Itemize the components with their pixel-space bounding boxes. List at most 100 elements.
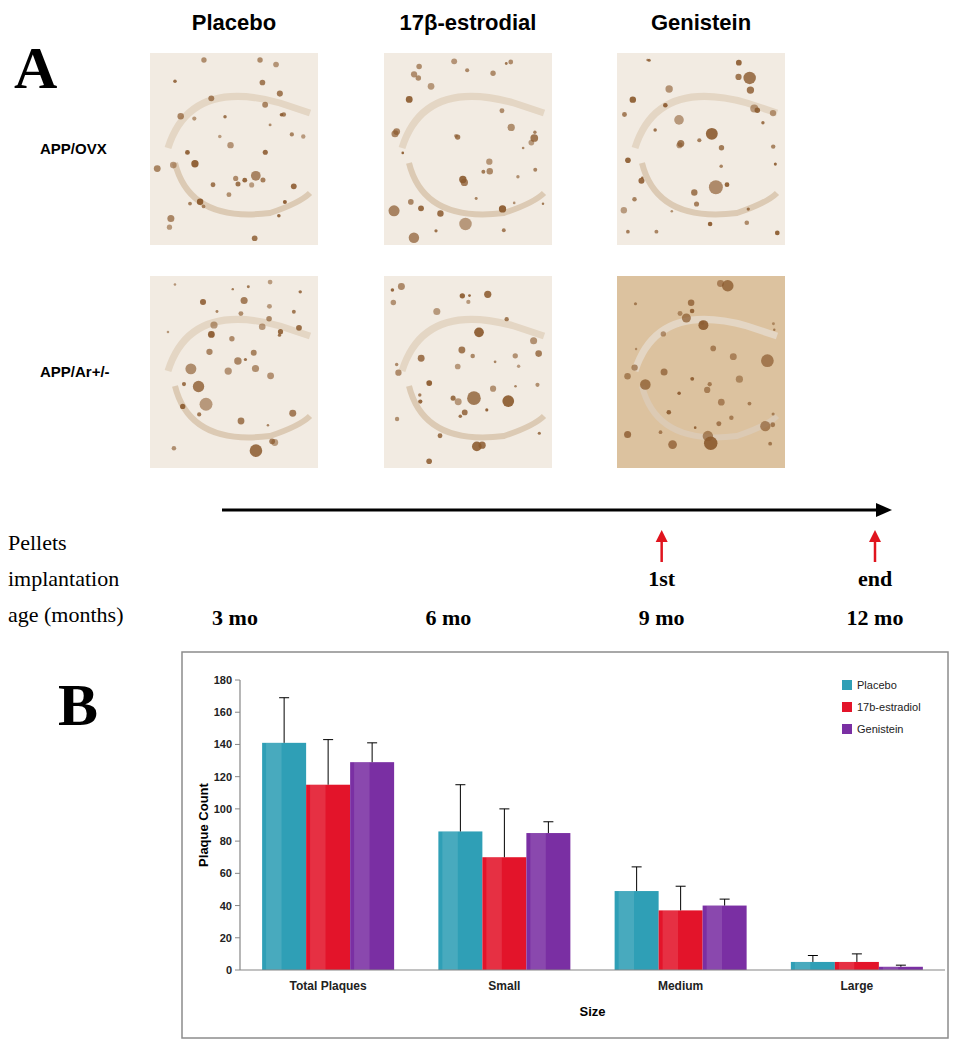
bar-highlight bbox=[707, 906, 722, 970]
bar bbox=[262, 743, 306, 970]
plaque-dot bbox=[743, 72, 755, 84]
plaque-dot bbox=[235, 182, 240, 187]
tissue-band bbox=[402, 96, 544, 148]
plaque-dot bbox=[229, 336, 234, 341]
plaque-dot bbox=[530, 337, 537, 344]
plaque-dot bbox=[755, 107, 760, 112]
plaque-dot bbox=[677, 392, 681, 396]
plaque-dot bbox=[474, 328, 484, 338]
plaque-dot bbox=[771, 144, 775, 148]
plaque-dot bbox=[665, 85, 672, 92]
plaque-dot bbox=[502, 395, 514, 407]
plaque-dot bbox=[760, 421, 770, 431]
plaque-dot bbox=[710, 346, 716, 352]
plaque-dot bbox=[691, 189, 697, 195]
plaque-dot bbox=[535, 383, 539, 387]
plaque-dot bbox=[460, 293, 465, 298]
plaque-dot bbox=[719, 145, 724, 150]
bar bbox=[438, 831, 482, 970]
plaque-dot bbox=[418, 399, 422, 403]
plaque-dot bbox=[671, 210, 674, 213]
error-bar bbox=[543, 822, 553, 833]
plaque-dot bbox=[211, 182, 216, 187]
tissue-band bbox=[642, 386, 777, 437]
plaque-dot bbox=[770, 110, 776, 116]
plaque-dot bbox=[233, 176, 238, 181]
plaque-dot bbox=[682, 313, 691, 322]
column-header: Placebo bbox=[192, 10, 276, 35]
bar-highlight bbox=[619, 891, 634, 970]
tissue-band bbox=[402, 319, 544, 371]
plaque-dot bbox=[744, 221, 749, 226]
plaque-dot bbox=[241, 297, 248, 304]
y-tick bbox=[235, 905, 240, 906]
bar bbox=[350, 762, 394, 970]
micrograph bbox=[384, 53, 552, 245]
plaque-dot bbox=[154, 165, 161, 172]
timeline-tick-label: 12 mo bbox=[847, 605, 904, 630]
bar bbox=[526, 833, 570, 970]
plaque-dot bbox=[661, 331, 666, 336]
y-tick bbox=[235, 680, 240, 681]
plaque-dot bbox=[277, 214, 281, 218]
plaque-dot bbox=[401, 152, 404, 155]
plaque-dot bbox=[210, 321, 217, 328]
plaque-dot bbox=[768, 442, 772, 446]
plaque-dot bbox=[729, 415, 733, 419]
plaque-dot bbox=[661, 368, 668, 375]
plaque-dot bbox=[484, 291, 491, 298]
y-tick-label: 60 bbox=[220, 867, 232, 879]
x-tick-label: Small bbox=[488, 979, 520, 993]
plaque-dot bbox=[522, 147, 525, 150]
plaque-dot bbox=[761, 354, 774, 367]
plaque-dot bbox=[252, 235, 258, 241]
timeline-axis bbox=[222, 509, 880, 512]
plaque-dot bbox=[736, 376, 743, 383]
plaque-dot bbox=[395, 370, 401, 376]
plaque-dot bbox=[481, 170, 485, 174]
tissue-band bbox=[168, 319, 310, 371]
bar-highlight bbox=[354, 762, 369, 970]
plaque-dot bbox=[185, 363, 196, 374]
plaque-dot bbox=[238, 418, 245, 425]
error-bar bbox=[632, 867, 642, 891]
plaque-dot bbox=[697, 138, 701, 142]
error-bar bbox=[499, 809, 509, 857]
plaque-dot bbox=[418, 355, 425, 362]
event-label: 1st bbox=[648, 566, 676, 591]
plaque-dot bbox=[513, 202, 516, 205]
tissue-band bbox=[635, 319, 777, 371]
micrograph bbox=[617, 276, 785, 468]
plaque-dot bbox=[635, 348, 637, 350]
plaque-dot bbox=[197, 198, 203, 204]
tissue-band bbox=[175, 163, 310, 214]
plaque-dot bbox=[632, 197, 636, 201]
y-tick-label: 0 bbox=[226, 964, 232, 976]
plaque-dot bbox=[704, 387, 710, 393]
error-bar bbox=[896, 965, 906, 967]
x-tick-label: Total Plaques bbox=[290, 979, 367, 993]
timeline-tick-label: 3 mo bbox=[212, 605, 258, 630]
plaque-dot bbox=[269, 438, 275, 444]
plaque-dot bbox=[719, 164, 723, 168]
plaque-dot bbox=[299, 290, 302, 293]
plaque-dot bbox=[517, 365, 520, 368]
plaque-dot bbox=[180, 404, 185, 409]
plaque-dot bbox=[391, 288, 395, 292]
timeline-tick-label: 6 mo bbox=[425, 605, 471, 630]
plaque-dot bbox=[514, 385, 516, 387]
plaque-dot bbox=[283, 200, 287, 204]
plaque-dot bbox=[289, 410, 296, 417]
plaque-dot bbox=[433, 308, 440, 315]
x-tick-label: Medium bbox=[658, 979, 703, 993]
plaque-dot bbox=[640, 379, 651, 390]
plaque-dot bbox=[259, 323, 266, 330]
plaque-dot bbox=[174, 283, 177, 286]
plaque-dot bbox=[631, 364, 637, 370]
plaque-dot bbox=[718, 399, 725, 406]
chart-frame bbox=[182, 652, 948, 1038]
y-tick-label: 180 bbox=[214, 674, 232, 686]
plaque-dot bbox=[408, 199, 414, 205]
y-tick bbox=[235, 937, 240, 938]
timeline-arrowhead bbox=[876, 503, 892, 517]
